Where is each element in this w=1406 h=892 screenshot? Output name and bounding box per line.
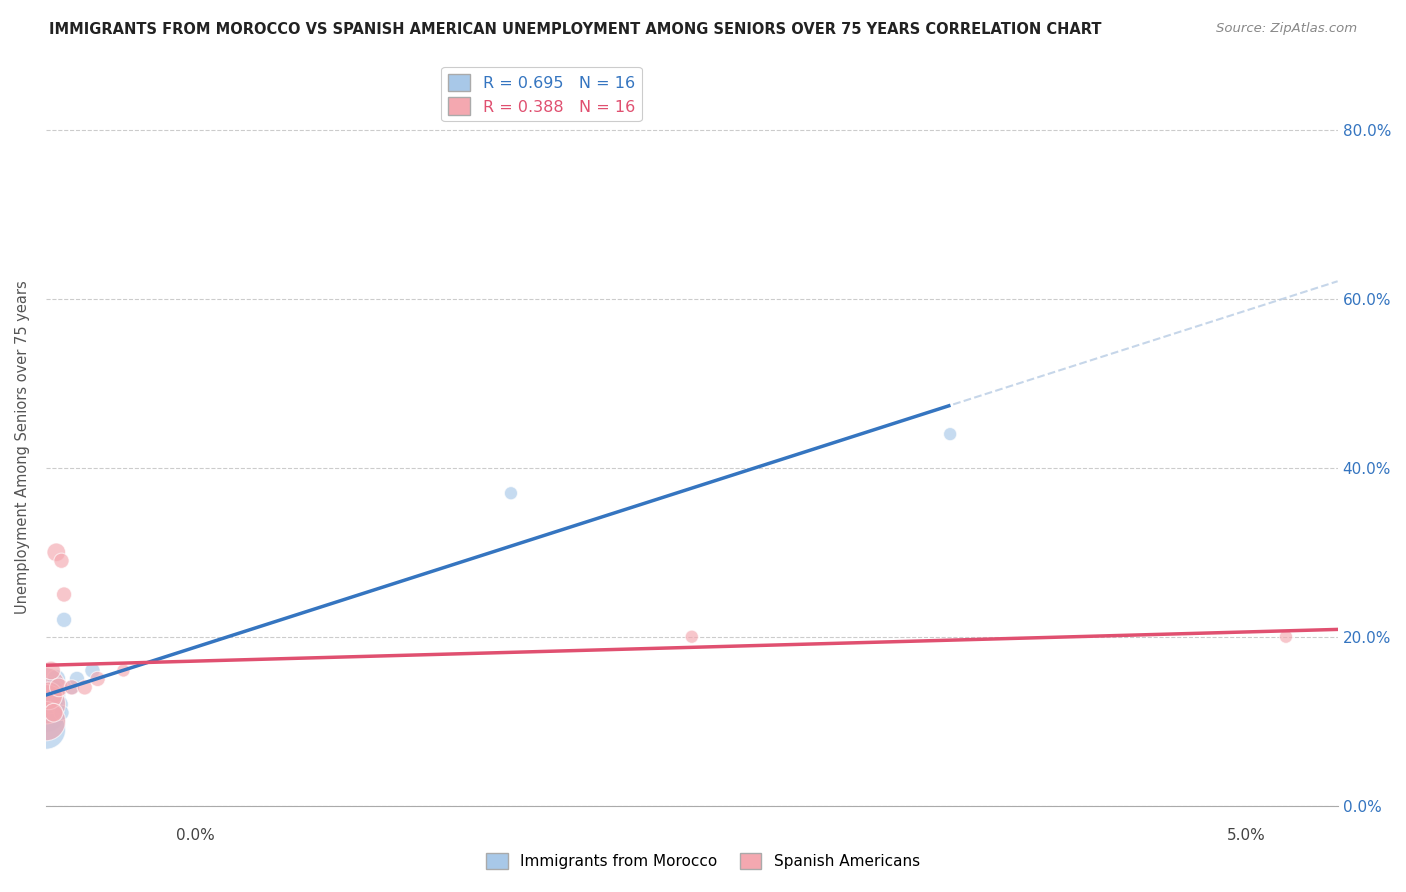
Point [35, 689, 58, 703]
Point [35, 714, 58, 728]
Point [45, 672, 67, 686]
Point [35, 698, 58, 712]
Point [51, 706, 73, 720]
Text: 0.0%: 0.0% [176, 828, 215, 843]
Point [66, 672, 89, 686]
Point [86, 672, 108, 686]
Point [51, 554, 73, 568]
Legend: Immigrants from Morocco, Spanish Americans: Immigrants from Morocco, Spanish America… [479, 847, 927, 875]
Point [35, 681, 58, 695]
Point [681, 630, 703, 644]
Point [42, 689, 65, 703]
Point [45, 545, 67, 559]
Point [35, 706, 58, 720]
Y-axis label: Unemployment Among Seniors over 75 years: Unemployment Among Seniors over 75 years [15, 280, 30, 614]
Point [82, 664, 104, 678]
Point [939, 427, 962, 442]
Point [35, 681, 58, 695]
Point [112, 664, 135, 678]
Point [39, 664, 62, 678]
Point [35, 723, 58, 737]
Point [48, 681, 70, 695]
Point [53, 587, 76, 601]
Point [60, 681, 83, 695]
Text: Source: ZipAtlas.com: Source: ZipAtlas.com [1216, 22, 1357, 36]
Point [73, 681, 96, 695]
Text: 5.0%: 5.0% [1226, 828, 1265, 843]
Point [53, 613, 76, 627]
Legend: R = 0.695   N = 16, R = 0.388   N = 16: R = 0.695 N = 16, R = 0.388 N = 16 [441, 67, 641, 121]
Point [48, 698, 70, 712]
Point [499, 486, 522, 500]
Point [39, 698, 62, 712]
Point [42, 706, 65, 720]
Point [60, 681, 83, 695]
Text: IMMIGRANTS FROM MOROCCO VS SPANISH AMERICAN UNEMPLOYMENT AMONG SENIORS OVER 75 Y: IMMIGRANTS FROM MOROCCO VS SPANISH AMERI… [49, 22, 1102, 37]
Point [1275, 630, 1298, 644]
Point [35, 714, 58, 728]
Point [38, 689, 60, 703]
